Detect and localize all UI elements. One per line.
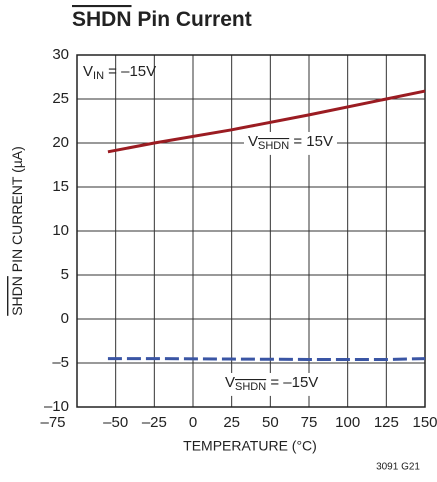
annotation-bg	[244, 131, 337, 155]
series-line	[107, 89, 426, 154]
y-tick-label: –5	[52, 354, 69, 371]
x-tick-label: 100	[335, 414, 360, 431]
x-tick-label: 150	[412, 414, 437, 431]
annotation-main: V	[225, 374, 235, 391]
y-tick-label: 15	[52, 178, 69, 195]
annotation: VIN = –15V	[83, 63, 156, 82]
annotation-rest: = 15V	[289, 133, 333, 150]
x-tick-label: 125	[374, 414, 399, 431]
y-tick-label: 5	[61, 266, 69, 283]
y-axis-label: SHDN PIN CURRENT (µA)	[9, 146, 25, 316]
annotation-main: V	[248, 133, 258, 150]
annotation-sub: SHDN	[235, 381, 266, 393]
y-label-part: SHDN	[9, 276, 25, 316]
y-tick-label: –10	[44, 398, 69, 415]
annotation-bg	[221, 372, 323, 396]
x-tick-label: –50	[103, 414, 128, 431]
y-tick-label: 30	[52, 46, 69, 63]
annotation-text: VSHDN = 15V	[248, 133, 333, 152]
title-part: SHDN	[72, 8, 132, 31]
x-axis-label: TEMPERATURE (°C)	[183, 438, 317, 454]
y-tick-label: 10	[52, 222, 69, 239]
footnote: 3091 G21	[376, 462, 420, 473]
x-tick-label: 50	[262, 414, 279, 431]
x-tick-label: 0	[189, 414, 197, 431]
series-line	[107, 357, 426, 361]
annotation-text: VSHDN = –15V	[225, 374, 318, 393]
x-tick-label: –75	[40, 414, 65, 431]
y-tick-label: 25	[52, 90, 69, 107]
y-label-part: PIN CURRENT (µA)	[9, 146, 25, 276]
x-tick-label: –25	[142, 414, 167, 431]
annotation-rest: = –15V	[266, 374, 318, 391]
annotation-text: VIN = –15V	[83, 63, 156, 82]
chart-title: SHDN Pin Current	[72, 8, 252, 31]
annotation-main: V	[83, 63, 93, 80]
y-tick-label: 20	[52, 134, 69, 151]
annotation-sub: SHDN	[258, 140, 289, 152]
x-tick-label: 25	[223, 414, 240, 431]
annotation-rest: = –15V	[104, 63, 156, 80]
annotation-sub: IN	[93, 70, 104, 82]
annotation: VSHDN = –15V	[221, 372, 323, 396]
plot-frame	[76, 54, 426, 408]
title-part: Pin Current	[132, 8, 252, 31]
annotation: VSHDN = 15V	[244, 131, 337, 155]
y-tick-label: 0	[61, 310, 69, 327]
x-tick-label: 75	[301, 414, 318, 431]
